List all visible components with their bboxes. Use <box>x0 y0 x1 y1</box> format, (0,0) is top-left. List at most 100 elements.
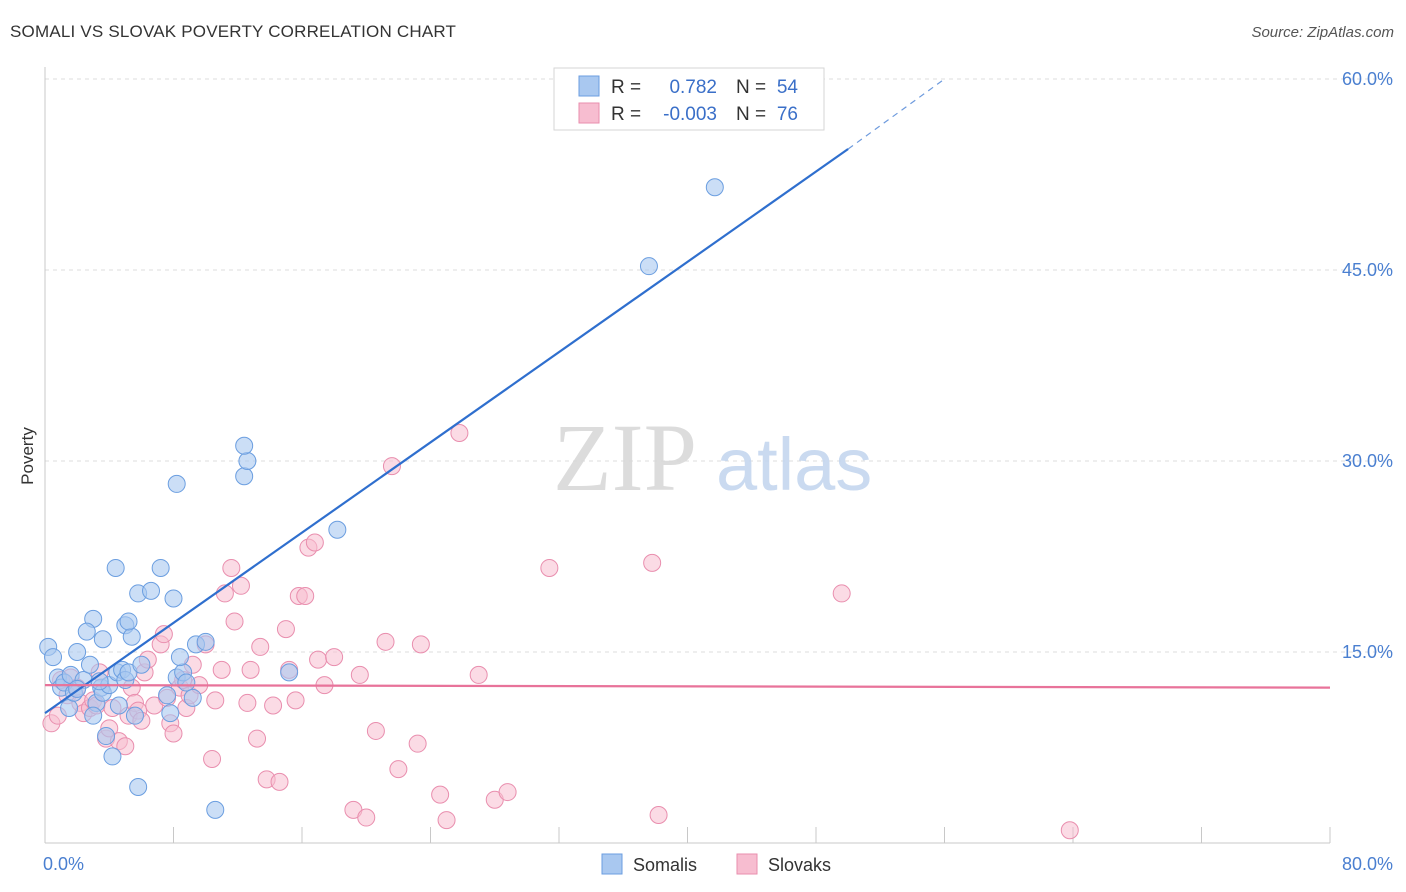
somali-trend-extension <box>847 78 945 150</box>
slovak-point-16 <box>116 737 135 756</box>
watermark-zip: ZIP <box>553 404 697 511</box>
somali-bottom-swatch <box>601 853 623 875</box>
slovak-point-68 <box>408 734 427 753</box>
somali-point-55 <box>639 257 658 276</box>
slovak-point-79 <box>832 584 851 603</box>
somali-point-16 <box>84 706 103 725</box>
somali-point-43 <box>170 648 189 667</box>
somali-point-36 <box>142 581 161 600</box>
slovak-legend-swatch <box>578 102 600 124</box>
slovak-point-66 <box>382 457 401 476</box>
y-tick-label-3: 60.0% <box>1342 69 1393 89</box>
somali-point-50 <box>235 467 254 486</box>
x-tick-labels: 0.0% 80.0% <box>43 854 1393 874</box>
slovak-r-label: R = <box>611 104 641 125</box>
slovak-point-42 <box>225 612 244 631</box>
somali-point-47 <box>196 632 215 651</box>
y-tick-label-1: 30.0% <box>1342 451 1393 471</box>
gridlines <box>45 78 1392 653</box>
slovak-point-58 <box>309 650 328 669</box>
slovak-point-51 <box>276 620 295 639</box>
slovak-point-78 <box>649 805 668 824</box>
watermark: ZIP atlas <box>553 404 872 511</box>
slovak-point-49 <box>264 696 283 715</box>
somali-point-1 <box>44 648 63 667</box>
slovak-point-65 <box>376 632 395 651</box>
somali-point-34 <box>125 706 144 725</box>
slovak-point-43 <box>231 576 250 595</box>
slovak-bottom-label: Slovaks <box>768 855 831 875</box>
somali-point-38 <box>164 589 183 608</box>
somali-point-13 <box>77 622 96 641</box>
somali-point-37 <box>151 558 170 577</box>
slovak-point-63 <box>357 808 376 827</box>
slovak-point-70 <box>431 785 450 804</box>
slovak-point-77 <box>643 553 662 572</box>
somali-point-11 <box>80 655 99 674</box>
slovak-point-71 <box>437 811 456 830</box>
slovak-point-72 <box>450 423 469 442</box>
slovak-point-67 <box>389 760 408 779</box>
somali-point-8 <box>68 643 87 661</box>
slovak-r-value: -0.003 <box>663 104 717 125</box>
somali-point-21 <box>97 727 116 746</box>
somali-point-48 <box>206 800 225 819</box>
somali-r-label: R = <box>611 77 641 98</box>
slovak-n-value: 76 <box>777 104 798 125</box>
y-tick-labels: 15.0% 30.0% 45.0% 60.0% <box>1342 69 1393 662</box>
slovak-point-45 <box>241 660 260 679</box>
x-tick-label-0: 0.0% <box>43 854 84 874</box>
slovak-point-64 <box>366 721 385 740</box>
somali-point-52 <box>235 436 254 455</box>
slovak-bottom-swatch <box>736 853 758 875</box>
somali-point-31 <box>119 612 138 631</box>
axes <box>44 67 1331 844</box>
somali-point-22 <box>103 747 122 766</box>
slovak-point-57 <box>305 533 324 552</box>
somali-point-56 <box>705 178 724 197</box>
y-axis-label: Poverty <box>18 427 37 485</box>
y-tick-label-2: 45.0% <box>1342 260 1393 280</box>
somali-point-30 <box>122 627 141 646</box>
somali-point-39 <box>158 686 177 705</box>
y-tick-label-0: 15.0% <box>1342 642 1393 662</box>
slovak-point-53 <box>286 691 305 710</box>
slovak-point-76 <box>540 558 559 577</box>
slovak-point-80 <box>1060 821 1079 840</box>
slovak-n-label: N = <box>736 104 766 125</box>
somali-n-label: N = <box>736 77 766 98</box>
slovak-trend-line <box>44 684 1331 689</box>
somali-point-51 <box>238 452 257 470</box>
somali-r-value: 0.782 <box>669 77 717 98</box>
trend-lines <box>44 78 1331 715</box>
slovak-point-41 <box>222 558 241 577</box>
somali-point-19 <box>109 696 128 715</box>
somali-point-23 <box>93 630 112 649</box>
slovak-point-47 <box>251 637 270 656</box>
somali-point-33 <box>132 655 151 674</box>
slovak-point-37 <box>203 749 222 768</box>
slovak-point-69 <box>411 635 430 654</box>
chart-title: SOMALI VS SLOVAK POVERTY CORRELATION CHA… <box>10 22 457 41</box>
slovak-point-38 <box>206 691 225 710</box>
slovak-point-73 <box>469 665 488 684</box>
somali-point-49 <box>167 474 186 493</box>
somali-point-53 <box>280 663 299 682</box>
somali-trend-line <box>44 148 849 715</box>
x-tick-label-1: 80.0% <box>1342 854 1393 874</box>
somali-point-54 <box>328 520 347 539</box>
slovak-point-29 <box>164 724 183 743</box>
bottom-legend: Somalis Slovaks <box>601 853 831 875</box>
slovak-point-50 <box>270 772 289 791</box>
slovak-point-39 <box>212 660 231 679</box>
somali-point-44 <box>177 673 196 692</box>
somali-points <box>39 178 724 819</box>
slovak-point-62 <box>350 665 369 684</box>
somali-point-5 <box>60 699 79 718</box>
somali-point-40 <box>161 704 180 723</box>
source-label: Source: ZipAtlas.com <box>1251 24 1394 41</box>
somali-n-value: 54 <box>777 77 799 98</box>
watermark-atlas: atlas <box>716 423 872 506</box>
somali-point-35 <box>129 777 148 796</box>
stats-legend: R = 0.782 N = 54 R = -0.003 N = 76 <box>553 67 825 131</box>
